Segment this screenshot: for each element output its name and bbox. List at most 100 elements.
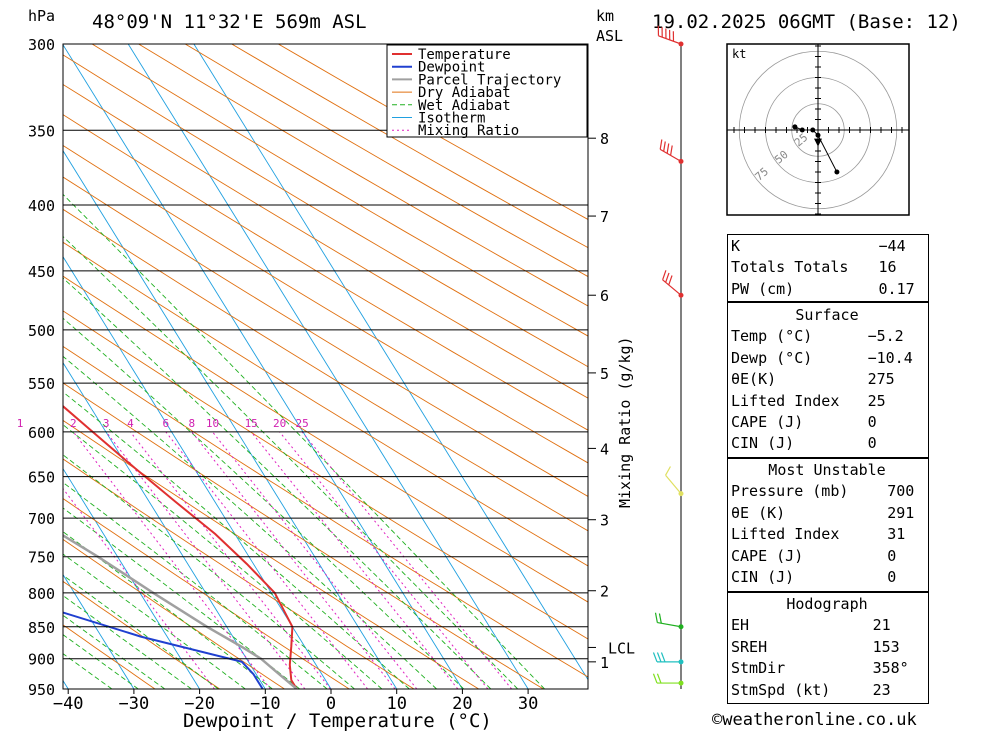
wet-adiabat-line: [63, 574, 219, 689]
wet-adiabat-line: [63, 595, 192, 689]
height-unit-km: km: [596, 7, 614, 25]
isotherm-line: [63, 149, 398, 689]
index-row: PW (cm) 0.17: [727, 279, 927, 300]
index-label: EH: [731, 616, 750, 635]
wind-barb-flag: [665, 272, 670, 283]
index-box-1: [727, 234, 929, 302]
mixing-ratio-line: [72, 431, 271, 689]
dry-adiabat-line: [63, 54, 588, 368]
index-value: 0: [867, 413, 877, 432]
mixing-ratio-line: [279, 431, 489, 689]
x-tick-label: −30: [119, 694, 150, 714]
wind-barb-flag: [670, 145, 673, 156]
pressure-tick-label: 700: [28, 510, 55, 528]
index-label: Temp (°C): [731, 327, 813, 346]
index-value: −44: [878, 237, 906, 255]
index-row: Lifted Index 25: [727, 391, 927, 412]
pressure-tick-label: 950: [28, 681, 55, 699]
km-tick-label: 3: [600, 512, 609, 530]
index-label: Pressure (mb): [731, 482, 849, 501]
legend-entry: Temperature: [418, 47, 511, 63]
axes: 3003504004505005506006507007508008509009…: [28, 36, 635, 714]
pressure-tick-label: 800: [28, 585, 55, 603]
index-value: 0.17: [878, 279, 915, 298]
km-tick-label: 6: [600, 287, 609, 305]
pressure-unit-label: hPa: [28, 7, 55, 25]
index-row: Lifted Index 31: [727, 524, 927, 545]
parcel-trajectory-profile-line: [63, 533, 298, 689]
hodograph-point: [810, 127, 816, 133]
index-row: θE(K) 275: [727, 369, 927, 390]
index-row: Totals Totals 16: [727, 257, 927, 278]
temperature-profile-line: [63, 404, 298, 689]
dry-adiabat-line: [63, 310, 588, 640]
legend-entry: Wet Adiabat: [418, 98, 511, 114]
wind-barb-shaft: [662, 279, 682, 296]
index-row: CAPE (J) 0: [727, 546, 927, 567]
index-label: CIN (J): [731, 434, 795, 453]
pressure-tick-label: 400: [28, 197, 55, 215]
index-label: Lifted Index: [731, 525, 840, 544]
hodograph-point: [834, 169, 840, 175]
index-label: θE (K): [731, 503, 786, 522]
wet-adiabat-line: [63, 277, 492, 689]
km-tick-label: 8: [600, 130, 609, 148]
profile-series: [63, 404, 298, 689]
index-value: 153: [872, 637, 900, 656]
index-box-hodograph: [727, 592, 929, 704]
dry-adiabat-line: [278, 44, 588, 220]
dry-adiabat-line: [63, 458, 415, 689]
copyright-footer[interactable]: ©weatheronline.co.uk: [712, 710, 917, 730]
wet-adiabat-line: [63, 193, 545, 689]
index-value: 291: [887, 503, 915, 522]
index-label: PW (cm): [731, 279, 795, 298]
index-label: CIN (J): [731, 568, 795, 587]
wind-profile: [652, 25, 684, 689]
index-row: θE (K) 291: [727, 503, 927, 524]
index-label: Totals Totals: [731, 258, 849, 277]
dewpoint-profile-line: [63, 611, 264, 689]
mixing-ratio-line: [130, 431, 331, 689]
dry-adiabat-line: [63, 114, 588, 431]
mixing-ratio-tick-label: 25: [295, 417, 308, 430]
dry-adiabat-line: [63, 208, 588, 532]
mixing-ratio-axis-label: Mixing Ratio (g/kg): [616, 336, 634, 508]
wind-barb-flag: [658, 613, 662, 624]
height-unit-asl: ASL: [596, 27, 623, 45]
km-tick-label: 1: [600, 654, 609, 672]
hodograph-point: [792, 124, 798, 130]
km-tick-label: 4: [600, 440, 609, 458]
index-table-most-unstable: Most Unstable Pressure (mb) 700 θE (K) 291…: [727, 460, 927, 588]
index-value: 0: [887, 546, 897, 565]
index-row: CIN (J) 0: [727, 567, 927, 588]
index-label: Lifted Index: [731, 391, 840, 410]
index-value: 0: [867, 434, 877, 453]
dry-adiabat-line: [231, 44, 588, 249]
index-value: 25: [867, 391, 886, 410]
dry-adiabat-line: [63, 624, 156, 689]
legend-entry: Parcel Trajectory: [418, 72, 561, 88]
pressure-tick-label: 450: [28, 263, 55, 281]
mixing-ratio-tick-label: 6: [162, 417, 169, 430]
legend-entry: Dewpoint: [418, 60, 485, 76]
hodograph-point: [799, 127, 805, 133]
dry-adiabat-line: [63, 275, 588, 603]
index-label: K: [731, 237, 741, 255]
location-title: 48°09'N 11°32'E 569m ASL: [92, 11, 367, 33]
pressure-tick-label: 500: [28, 322, 55, 340]
index-value: 275: [867, 370, 895, 389]
mixing-ratio-tick-label: 15: [245, 417, 258, 430]
wind-barb-flag: [652, 652, 658, 663]
index-label: θE(K): [731, 370, 777, 389]
index-table-basic: K −44 Totals Totals 16 PW (cm) 0.17: [727, 236, 927, 300]
index-label: CAPE (J): [731, 413, 804, 432]
pressure-tick-label: 350: [28, 122, 55, 140]
wet-adiabat-line: [63, 481, 328, 689]
index-row: CAPE (J) 0: [727, 412, 927, 433]
mixing-ratio-tick-label: 10: [206, 417, 219, 430]
index-value: 16: [878, 258, 897, 277]
km-tick-label: 7: [600, 208, 609, 226]
hodograph-unit: kt: [732, 47, 746, 61]
index-value: 358°: [872, 659, 909, 678]
